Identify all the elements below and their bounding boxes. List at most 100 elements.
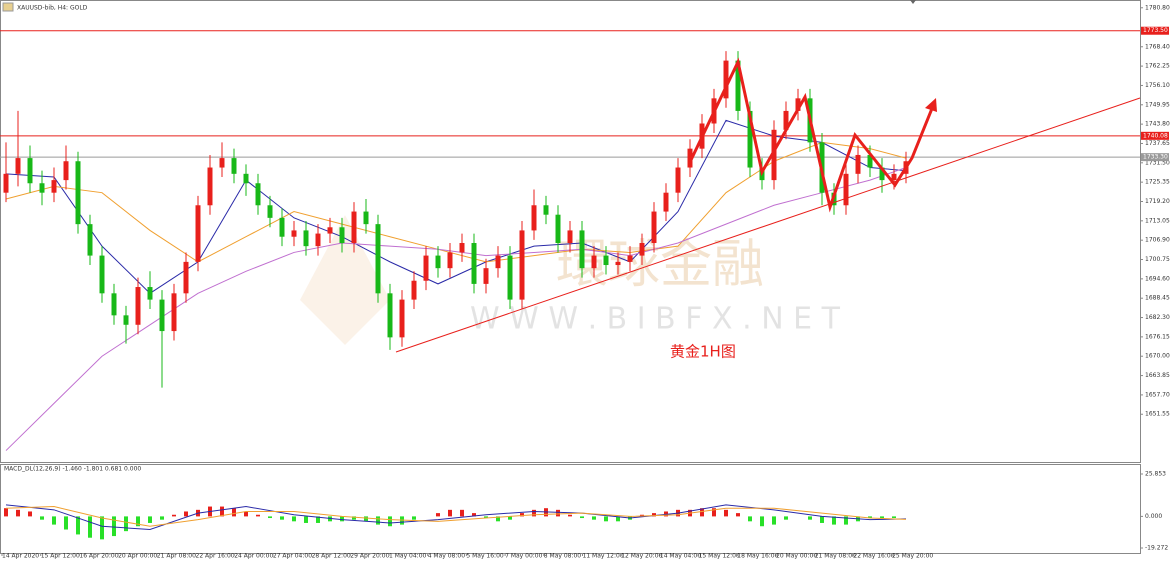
candle-body: [255, 183, 261, 206]
macd-bar: [844, 516, 848, 525]
macd-bar: [316, 516, 320, 523]
y-tick-label: 1731.50: [1145, 159, 1170, 166]
candle-body: [459, 243, 465, 253]
candle-body: [687, 148, 693, 168]
y-tick-label: 1756.10: [1145, 82, 1170, 89]
candle-body: [483, 268, 489, 284]
candle-body: [747, 110, 753, 168]
candle-body: [123, 315, 129, 325]
candle-body: [183, 261, 189, 294]
candle-body: [135, 287, 141, 325]
macd-bar: [832, 516, 836, 525]
logo-shape: [300, 215, 390, 345]
macd-bar: [592, 516, 596, 520]
candle-body: [351, 211, 357, 244]
trend-line: [395, 97, 1141, 353]
chart-title: XAUUSD-bib, H4: GOLD: [17, 5, 88, 12]
candle-body: [27, 158, 33, 184]
macd-bar: [820, 516, 824, 523]
candle-body: [339, 227, 345, 244]
macd-bar: [40, 516, 44, 520]
candle-body: [207, 167, 213, 206]
candle-body: [531, 205, 537, 231]
shift-marker: [910, 0, 916, 4]
macd-bar: [76, 516, 80, 535]
x-tick-label: 25 May 20:00: [892, 553, 933, 560]
candle-body: [375, 224, 381, 294]
candle-body: [879, 167, 885, 181]
candle-body: [51, 180, 57, 193]
x-tick-label: 15 May 12:00: [699, 553, 740, 560]
macd-bar: [220, 506, 224, 517]
macd-tick-label: 0.000: [1145, 513, 1162, 520]
x-tick-label: 8 May 08:00: [544, 553, 582, 560]
candle-body: [171, 293, 177, 332]
candle-body: [675, 167, 681, 193]
y-tick-label: 1780.80: [1145, 4, 1170, 11]
macd-bar: [496, 516, 500, 522]
candle-body: [771, 129, 777, 181]
macd-bar: [352, 516, 356, 520]
macd-bar: [508, 516, 512, 520]
candle-body: [495, 255, 501, 269]
y-tick-label: 1737.65: [1145, 140, 1170, 147]
candle-body: [219, 158, 225, 168]
macd-bar: [232, 508, 236, 517]
macd-bar: [724, 509, 728, 517]
x-tick-label: 18 May 16:00: [737, 553, 778, 560]
candle-body: [315, 233, 321, 247]
candle-body: [639, 243, 645, 256]
macd-bar: [484, 516, 488, 519]
macd-bar: [4, 508, 8, 517]
x-tick-label: 20 Apr 00:00: [118, 553, 157, 560]
macd-bar: [736, 513, 740, 517]
macd-bar: [532, 509, 536, 517]
macd-bar: [460, 509, 464, 517]
macd-bar: [256, 514, 260, 517]
candle-body: [231, 158, 237, 174]
macd-bar: [472, 513, 476, 517]
macd-bar: [412, 516, 416, 520]
macd-bar: [760, 516, 764, 527]
candle-body: [303, 230, 309, 247]
zigzag-arrow: [688, 57, 935, 213]
candle-body: [471, 243, 477, 284]
candle-body: [795, 98, 801, 111]
candle-body: [663, 192, 669, 212]
macd-bar: [244, 511, 248, 517]
candle-body: [291, 230, 297, 237]
level-tag: [1141, 26, 1169, 35]
candle-body: [39, 183, 45, 193]
macd-bar: [784, 516, 788, 520]
candle-body: [327, 227, 333, 234]
x-tick-label: 12 May 20:00: [621, 553, 662, 560]
macd-bar: [568, 514, 572, 517]
macd-bar: [388, 516, 392, 527]
arrow-head: [925, 98, 937, 112]
candle-body: [15, 158, 21, 174]
x-tick-label: 24 Apr 00:00: [234, 553, 273, 560]
candle-body: [279, 217, 285, 237]
macd-bar: [364, 516, 368, 522]
macd-bar: [148, 516, 152, 523]
macd-bar: [652, 513, 656, 517]
candle-body: [735, 60, 741, 111]
x-tick-label: 29 Apr 20:00: [350, 553, 389, 560]
candle-body: [411, 280, 417, 300]
candle-body: [855, 154, 861, 174]
watermark-cn: 環球金融: [556, 235, 764, 295]
candle-body: [627, 255, 633, 262]
candle-body: [63, 161, 69, 181]
y-tick-label: 1682.30: [1145, 314, 1170, 321]
candle-body: [615, 261, 621, 266]
macd-bar: [868, 516, 872, 519]
macd-tick-label: -19.272: [1145, 545, 1168, 552]
candle-body: [843, 173, 849, 206]
x-tick-label: 15 Apr 12:00: [41, 553, 80, 560]
y-tick-label: 1743.80: [1145, 121, 1170, 128]
macd-line: [5, 506, 907, 527]
candle-body: [435, 255, 441, 269]
x-tick-label: 20 May 00:00: [776, 553, 817, 560]
macd-bar: [376, 516, 380, 525]
